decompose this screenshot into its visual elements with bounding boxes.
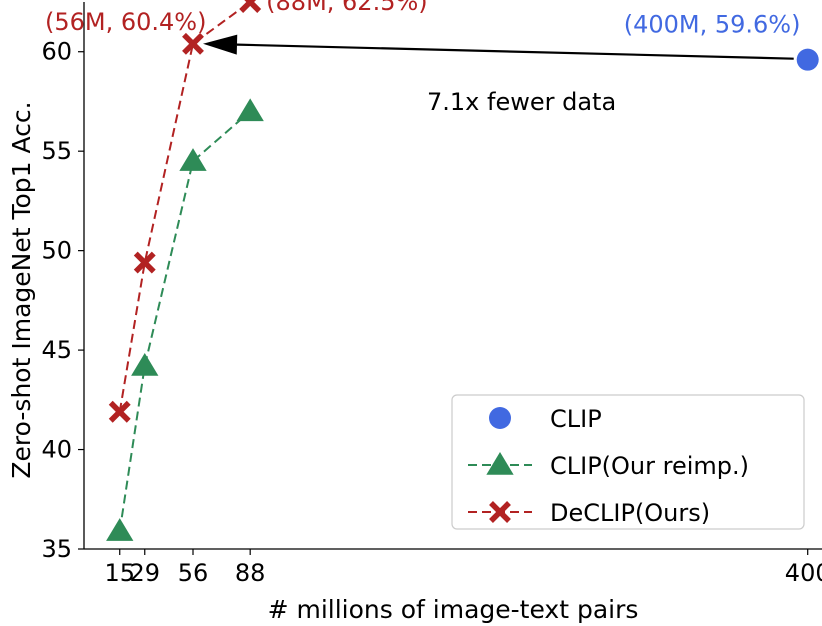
x-tick-label: 29 — [129, 559, 160, 587]
x-tick-label: 56 — [178, 559, 209, 587]
data-point — [133, 251, 156, 274]
series-line — [118, 110, 251, 532]
annotation-layer: (56M, 60.4%) (88M, 62.5%) (400M, 59.6%) 7.1… — [45, 0, 800, 116]
x-marker-stroke — [489, 501, 511, 523]
y-tick-label: 40 — [41, 436, 72, 464]
legend-label: DeCLIP(Ours) — [550, 499, 710, 527]
legend-marker — [489, 407, 511, 429]
y-tick-label: 60 — [41, 38, 72, 66]
y-tick-label: 55 — [41, 137, 72, 165]
arrow-head — [203, 34, 238, 55]
x-marker-stroke — [239, 0, 257, 13]
annotation-label: (400M, 59.6%) — [624, 11, 801, 39]
x-marker-stroke — [182, 32, 204, 55]
data-point — [182, 32, 204, 55]
arrow-shaft — [236, 43, 794, 60]
data-point — [236, 98, 264, 122]
series-2 — [108, 0, 262, 423]
annotation-label: (88M, 62.5%) — [266, 0, 427, 16]
legend: CLIP CLIP(Our reimp.) DeCLIP(Ours) — [451, 394, 805, 530]
y-axis-label: Zero-shot ImageNet Top1 Acc. — [7, 101, 36, 478]
data-point — [131, 353, 159, 376]
x-tick-label: 15 — [104, 559, 135, 587]
legend-marker — [489, 501, 511, 523]
series-0 — [796, 48, 819, 71]
legend-entry: CLIP — [489, 405, 602, 433]
series-layer — [106, 0, 819, 541]
y-tick-label: 45 — [41, 336, 72, 364]
data-point — [108, 400, 131, 423]
legend-entry: CLIP(Our reimp.) — [468, 452, 749, 480]
legend-label: CLIP — [550, 405, 602, 433]
data-point — [796, 48, 819, 71]
y-tick-label: 35 — [41, 535, 72, 563]
x-tick-label: 88 — [235, 559, 266, 587]
x-marker-stroke — [133, 251, 156, 274]
legend-entry: DeCLIP(Ours) — [468, 499, 710, 527]
data-point — [239, 0, 262, 13]
y-tick-label: 50 — [41, 237, 72, 265]
data-point — [179, 148, 207, 171]
annotation-label: (56M, 60.4%) — [45, 8, 206, 36]
annotation-label: 7.1x fewer data — [427, 88, 616, 116]
x-tick-label: 400 — [785, 559, 822, 587]
series-1 — [106, 98, 264, 541]
legend-label: CLIP(Our reimp.) — [550, 452, 749, 480]
legend-marker — [486, 452, 514, 475]
data-point — [106, 518, 134, 541]
x-marker-stroke — [108, 400, 131, 423]
legend-box — [451, 394, 805, 530]
series-line — [118, 1, 251, 412]
x-axis-label: # millions of image-text pairs — [268, 595, 639, 624]
